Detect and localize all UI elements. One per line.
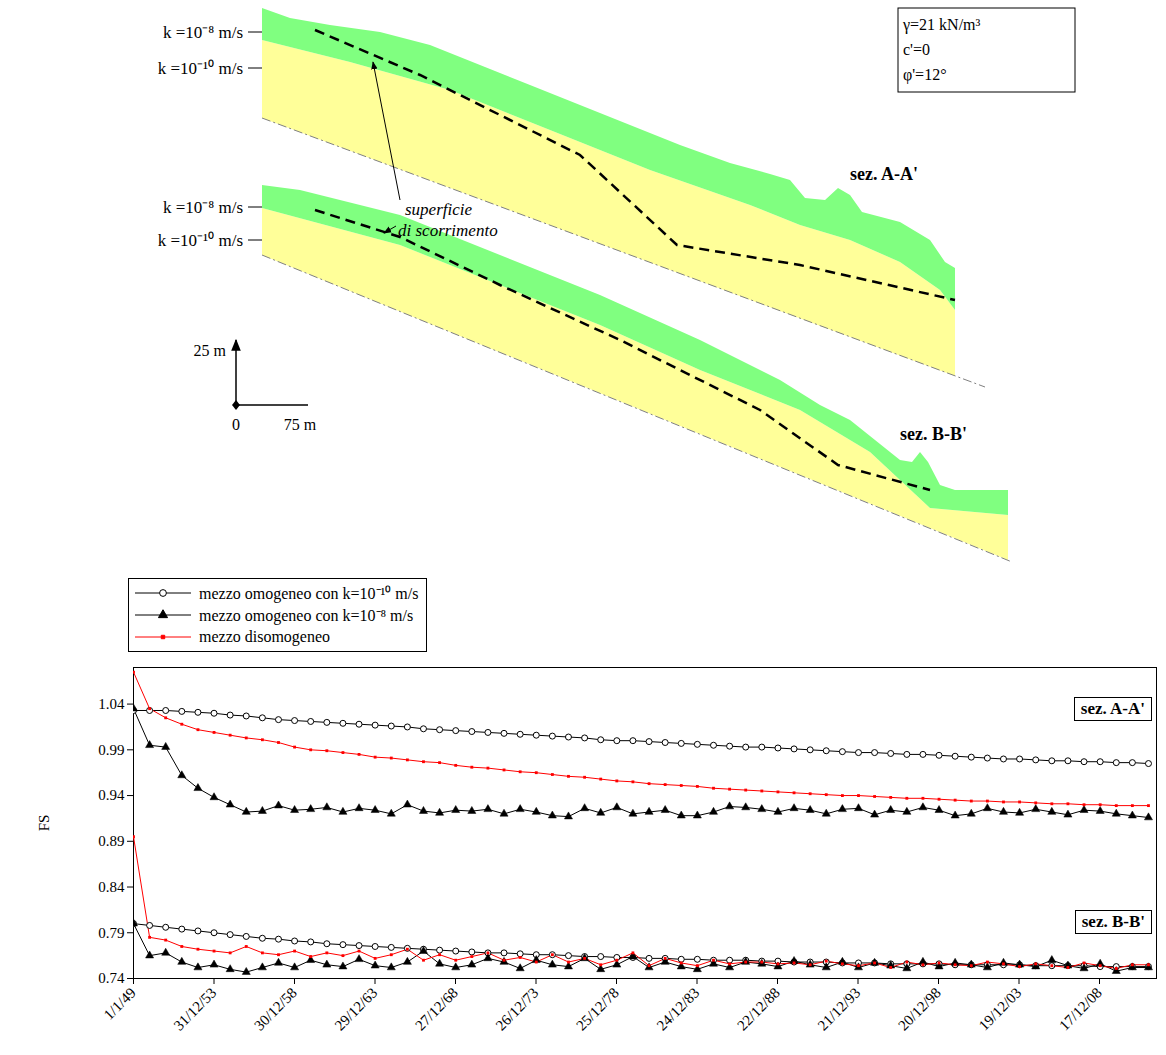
svg-text:20/12/98: 20/12/98	[895, 985, 944, 1034]
svg-text:FS: FS	[36, 815, 52, 832]
svg-text:0: 0	[232, 416, 240, 433]
svg-text:17/12/08: 17/12/08	[1056, 985, 1105, 1034]
svg-text:0.89: 0.89	[98, 833, 124, 849]
svg-text:0.94: 0.94	[98, 787, 125, 803]
svg-text:sez. A-A': sez. A-A'	[850, 164, 918, 184]
html-text:mezzo disomogeneo: mezzo disomogeneo	[199, 628, 331, 645]
svg-text:26/12/73: 26/12/73	[492, 985, 541, 1034]
svg-text:sez. B-B': sez. B-B'	[900, 424, 967, 444]
svg-text:k =10⁻¹⁰ m/s: k =10⁻¹⁰ m/s	[158, 59, 243, 78]
svg-text:c'=0: c'=0	[903, 41, 930, 58]
svg-text:k =10⁻⁸ m/s: k =10⁻⁸ m/s	[163, 23, 243, 42]
svg-text:0.99: 0.99	[98, 742, 124, 758]
svg-text:30/12/58: 30/12/58	[251, 985, 300, 1034]
html-text:sez. B-B': sez. B-B'	[1081, 912, 1145, 932]
svg-text:22/12/88: 22/12/88	[734, 985, 783, 1034]
svg-text:k =10⁻¹⁰ m/s: k =10⁻¹⁰ m/s	[158, 231, 243, 250]
svg-text:25/12/78: 25/12/78	[573, 985, 622, 1034]
svg-text:75 m: 75 m	[284, 416, 317, 433]
svg-text:1.04: 1.04	[98, 696, 125, 712]
svg-text:φ'=12°: φ'=12°	[903, 66, 947, 84]
svg-text:1/1/49: 1/1/49	[101, 985, 139, 1023]
html-text:sez. A-A': sez. A-A'	[1080, 699, 1145, 718]
svg-text:0.79: 0.79	[98, 925, 124, 941]
svg-text:24/12/83: 24/12/83	[653, 985, 702, 1034]
svg-text:21/12/93: 21/12/93	[814, 985, 863, 1034]
svg-text:γ=21 kN/m³: γ=21 kN/m³	[902, 16, 981, 34]
svg-text:27/12/68: 27/12/68	[412, 985, 461, 1034]
svg-text:k =10⁻⁸ m/s: k =10⁻⁸ m/s	[163, 198, 243, 217]
html-text:mezzo omogeneo con k=10⁻¹⁰ m/s: mezzo omogeneo con k=10⁻¹⁰ m/s	[199, 585, 419, 602]
svg-text:di scorrimento: di scorrimento	[398, 221, 498, 240]
svg-text:25 m: 25 m	[194, 342, 227, 359]
svg-text:0.84: 0.84	[98, 879, 125, 895]
svg-text:superficie: superficie	[405, 200, 472, 219]
svg-text:0.74: 0.74	[98, 970, 125, 986]
svg-text:31/12/53: 31/12/53	[170, 985, 219, 1034]
svg-text:19/12/03: 19/12/03	[975, 985, 1024, 1034]
svg-text:29/12/63: 29/12/63	[331, 985, 380, 1034]
html-text:mezzo omogeneo con k=10⁻⁸ m/s: mezzo omogeneo con k=10⁻⁸ m/s	[199, 607, 414, 624]
